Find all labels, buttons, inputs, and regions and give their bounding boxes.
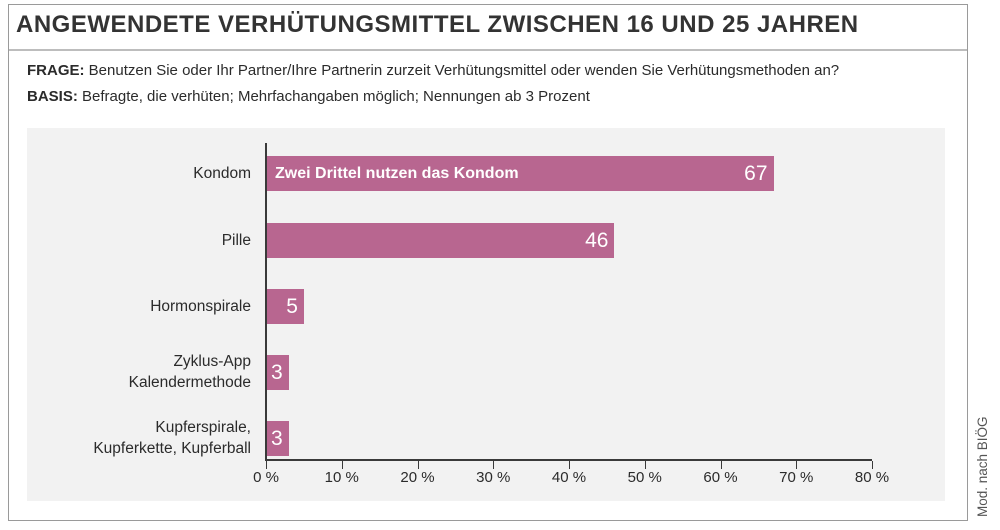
bar-value-label: 5: [286, 294, 298, 318]
title-divider: [9, 49, 967, 51]
chart-frame: [8, 4, 968, 521]
question-line: FRAGE: Benutzen Sie oder Ihr Partner/Ihr…: [27, 62, 839, 79]
category-label: Kondom: [193, 163, 251, 184]
category-label: Hormonspirale: [150, 296, 251, 317]
x-tick-label: 50 %: [627, 469, 662, 486]
y-axis-line: [265, 143, 267, 461]
x-tick: [796, 461, 798, 469]
x-tick-label: 60 %: [703, 469, 738, 486]
category-label: Pille: [222, 230, 251, 251]
chart-title: ANGEWENDETE VERHÜTUNGSMITTEL ZWISCHEN 16…: [16, 11, 859, 38]
x-tick-label: 40 %: [551, 469, 587, 486]
bar-value-label: 3: [271, 426, 283, 450]
x-tick-label: 70 %: [779, 469, 814, 486]
category-label-line: Kondom: [193, 164, 251, 182]
category-label-line: Kupferspirale,: [155, 419, 251, 436]
bar: [266, 354, 289, 390]
bar: [266, 420, 289, 456]
x-tick: [417, 461, 419, 469]
basis-line: BASIS: Befragte, die verhüten; Mehrfacha…: [27, 88, 590, 105]
x-tick-label: 30 %: [476, 469, 511, 486]
x-tick: [569, 461, 570, 469]
x-tick-label: 0 %: [253, 469, 279, 486]
category-label-line: Hormonspirale: [150, 297, 251, 315]
category-label-line: Zyklus-App: [173, 353, 251, 370]
bar-annotation: Zwei Drittel nutzen das Kondom: [275, 164, 519, 182]
category-label-line: Kalendermethode: [128, 374, 251, 391]
x-tick: [493, 461, 495, 469]
category-label-line: Pille: [221, 231, 251, 249]
bar-value-label: 67: [744, 161, 768, 185]
source-note: Mod. nach BIÖG: [975, 416, 990, 517]
bar: [266, 288, 304, 324]
x-axis-line: [266, 459, 872, 461]
x-tick: [341, 461, 343, 469]
category-label: Kupferspirale, Kupferkette, Kupferball: [93, 417, 251, 459]
bar-value-label: 46: [585, 228, 609, 252]
x-tick: [644, 461, 646, 469]
category-label-line: Kupferkette, Kupferball: [93, 440, 251, 457]
bar-value-label: 3: [271, 360, 283, 384]
x-tick: [872, 461, 873, 469]
x-tick-label: 20 %: [400, 469, 435, 486]
bar: [266, 155, 774, 191]
x-tick: [720, 461, 722, 469]
basis-label: BASIS:: [27, 88, 78, 105]
bar: [266, 222, 615, 258]
question-label: FRAGE:: [27, 62, 85, 79]
x-tick-label: 10 %: [324, 469, 359, 486]
x-tick-label: 80 %: [854, 469, 890, 486]
category-label: Zyklus-App Kalendermethode: [129, 351, 251, 393]
question-text: Benutzen Sie oder Ihr Partner/Ihre Partn…: [88, 62, 840, 79]
x-tick: [266, 461, 267, 469]
basis-text: Befragte, die verhüten; Mehrfachangaben …: [82, 88, 590, 105]
